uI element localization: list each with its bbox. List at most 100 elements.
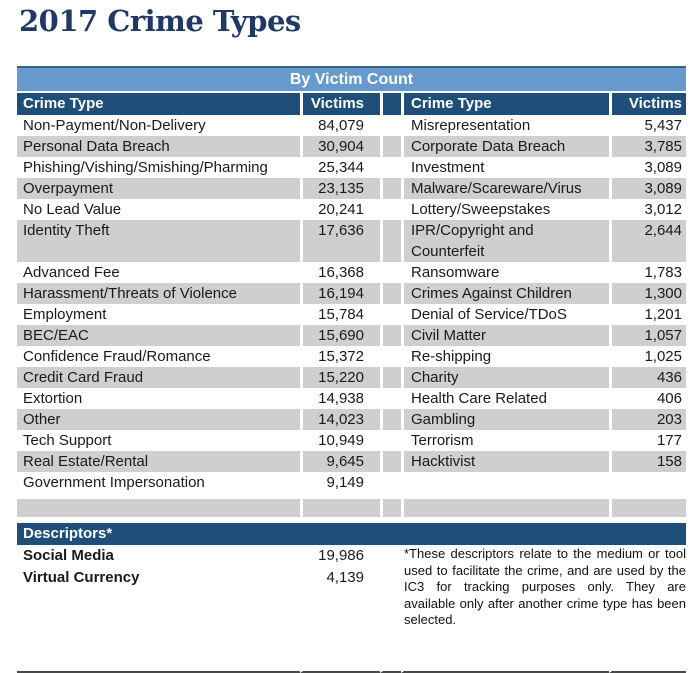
- crime-type-right: Investment: [401, 157, 609, 178]
- crime-type-left: Real Estate/Rental: [17, 451, 300, 472]
- header-crime-type-left: Crime Type: [17, 93, 300, 115]
- header-spacer: [380, 93, 401, 115]
- crime-type-left: Harassment/Threats of Violence: [17, 283, 300, 304]
- victims-left: 14,023: [300, 409, 380, 430]
- table-row: Tech Support 10,949 Terrorism 177: [17, 430, 686, 451]
- victims-right: 2,644: [609, 220, 686, 262]
- victims-left: 15,372: [300, 346, 380, 367]
- crime-type-left: Advanced Fee: [17, 262, 300, 283]
- crime-type-right: Hacktivist: [401, 451, 609, 472]
- gap: [17, 630, 686, 671]
- crime-type-right: Ransomware: [401, 262, 609, 283]
- row-spacer: [380, 220, 401, 262]
- victims-left: 15,690: [300, 325, 380, 346]
- table-row: Employment 15,784 Denial of Service/TDoS 1,…: [17, 304, 686, 325]
- spacer-cell: [17, 499, 300, 517]
- report-page: { "page_title": "2017 Crime Types", "tab…: [17, 4, 686, 673]
- row-spacer: [380, 136, 401, 157]
- crime-type-right: Charity: [401, 367, 609, 388]
- descriptors-header-bar: Descriptors*: [17, 523, 686, 545]
- gray-spacer-row: [17, 499, 686, 517]
- descriptor-rows: Social Media 19,986 Virtual Currency 4,139: [17, 545, 686, 589]
- crime-type-right: Lottery/Sweepstakes: [401, 199, 609, 220]
- header-victims-right: Victims: [609, 93, 686, 115]
- table-row: Confidence Fraud/Romance 15,372 Re-shippin…: [17, 346, 686, 367]
- victim-count-rows: Non-Payment/Non-Delivery 84,079 Misreprese…: [17, 115, 686, 493]
- row-spacer: [380, 157, 401, 178]
- victims-left: 9,149: [300, 472, 380, 493]
- victim-count-table: By Victim Count Crime Type Victims Crime…: [17, 66, 686, 673]
- table-row: Real Estate/Rental 9,645 Hacktivist 158: [17, 451, 686, 472]
- row-spacer: [380, 325, 401, 346]
- header-crime-type-right: Crime Type: [401, 93, 609, 115]
- table-row: BEC/EAC 15,690 Civil Matter 1,057: [17, 325, 686, 346]
- descriptor-value: 19,986: [300, 545, 380, 567]
- spacer-cell: [300, 499, 380, 517]
- row-spacer: [380, 409, 401, 430]
- victims-left: 15,220: [300, 367, 380, 388]
- victims-left: 16,368: [300, 262, 380, 283]
- victims-right: 5,437: [609, 115, 686, 136]
- victims-right: 3,089: [609, 157, 686, 178]
- crime-type-left: No Lead Value: [17, 199, 300, 220]
- victims-left: 25,344: [300, 157, 380, 178]
- table-row: Credit Card Fraud 15,220 Charity 436: [17, 367, 686, 388]
- row-spacer: [380, 199, 401, 220]
- victims-right: 1,300: [609, 283, 686, 304]
- page-title: 2017 Crime Types: [19, 4, 301, 38]
- band-by-victim-count: By Victim Count: [17, 66, 686, 91]
- crime-type-right: Misrepresentation: [401, 115, 609, 136]
- crime-type-left: Personal Data Breach: [17, 136, 300, 157]
- crime-type-right: Denial of Service/TDoS: [401, 304, 609, 325]
- row-spacer: [380, 115, 401, 136]
- spacer-cell: [609, 499, 686, 517]
- table-row: No Lead Value 20,241 Lottery/Sweepstakes 3,…: [17, 199, 686, 220]
- victims-right: 1,057: [609, 325, 686, 346]
- row-spacer: [380, 367, 401, 388]
- victims-right: 203: [609, 409, 686, 430]
- row-spacer: [380, 346, 401, 367]
- table-row: Identity Theft 17,636 IPR/Copyright and Co…: [17, 220, 686, 262]
- victims-left: 84,079: [300, 115, 380, 136]
- crime-type-left: Non-Payment/Non-Delivery: [17, 115, 300, 136]
- descriptor-row: Virtual Currency 4,139: [17, 567, 686, 589]
- table-row: Extortion 14,938 Health Care Related 406: [17, 388, 686, 409]
- crime-type-left: Credit Card Fraud: [17, 367, 300, 388]
- crime-type-left: Tech Support: [17, 430, 300, 451]
- crime-type-left: Phishing/Vishing/Smishing/Pharming: [17, 157, 300, 178]
- row-spacer: [380, 451, 401, 472]
- table-row: Non-Payment/Non-Delivery 84,079 Misreprese…: [17, 115, 686, 136]
- victims-left: 23,135: [300, 178, 380, 199]
- crime-type-right: Gambling: [401, 409, 609, 430]
- victims-right: 1,025: [609, 346, 686, 367]
- row-spacer: [380, 283, 401, 304]
- crime-type-left: BEC/EAC: [17, 325, 300, 346]
- crime-type-right: Health Care Related: [401, 388, 609, 409]
- victims-right: 1,783: [609, 262, 686, 283]
- table-row: Personal Data Breach 30,904 Corporate Data…: [17, 136, 686, 157]
- row-spacer: [380, 388, 401, 409]
- descriptor-row: Social Media 19,986: [17, 545, 686, 567]
- victims-left: 14,938: [300, 388, 380, 409]
- victims-right: 436: [609, 367, 686, 388]
- victims-left: 15,784: [300, 304, 380, 325]
- victims-right: 3,012: [609, 199, 686, 220]
- descriptor-label: Virtual Currency: [17, 567, 300, 589]
- table-row: Other 14,023 Gambling 203: [17, 409, 686, 430]
- header-victims-left: Victims: [300, 93, 380, 115]
- spacer-cell: [380, 499, 401, 517]
- row-spacer: [380, 430, 401, 451]
- crime-type-right: Malware/Scareware/Virus: [401, 178, 609, 199]
- victims-left: 9,645: [300, 451, 380, 472]
- table-row: Advanced Fee 16,368 Ransomware 1,783: [17, 262, 686, 283]
- victims-right: 406: [609, 388, 686, 409]
- table-row: Phishing/Vishing/Smishing/Pharming 25,344…: [17, 157, 686, 178]
- crime-type-left: Other: [17, 409, 300, 430]
- victims-left: 20,241: [300, 199, 380, 220]
- crime-type-right: Crimes Against Children: [401, 283, 609, 304]
- crime-type-right: [401, 472, 609, 493]
- spacer-cell: [401, 499, 609, 517]
- crime-type-right: Terrorism: [401, 430, 609, 451]
- row-spacer: [380, 304, 401, 325]
- table-row: Harassment/Threats of Violence 16,194 Crim…: [17, 283, 686, 304]
